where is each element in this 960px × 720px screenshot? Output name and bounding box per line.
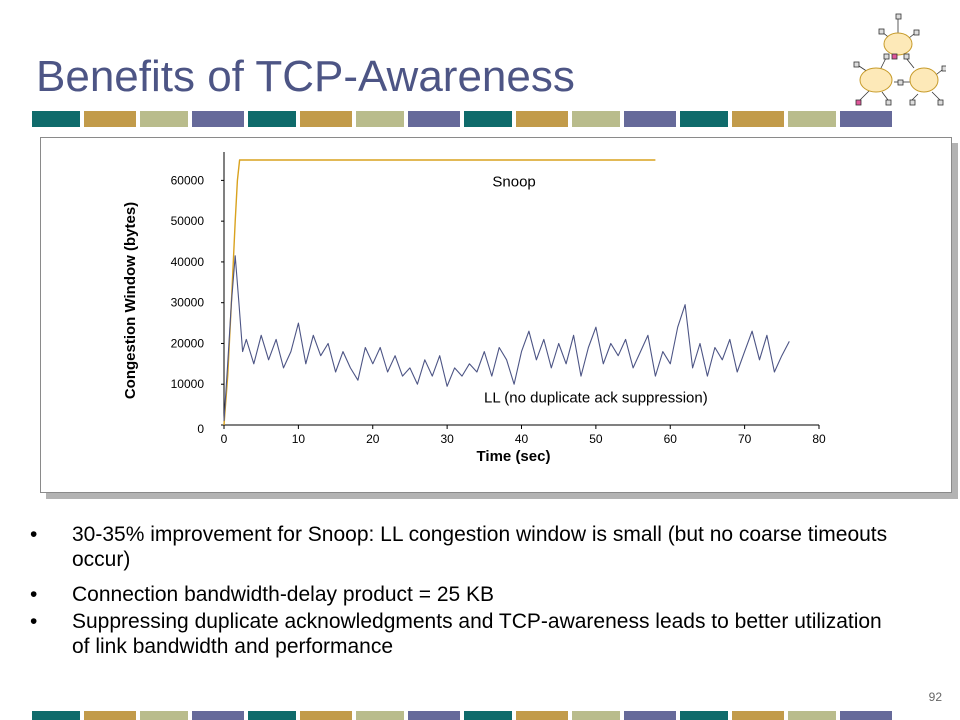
stripe-segment <box>84 711 136 720</box>
bullet-item: • 30-35% improvement for Snoop: LL conge… <box>30 522 890 572</box>
network-logo-icon <box>853 13 946 106</box>
bullet-glyph: • <box>30 610 38 633</box>
stripe-segment <box>248 111 296 127</box>
decorative-stripe-bottom <box>32 711 920 720</box>
stripe-segment <box>140 111 188 127</box>
stripe-segment <box>624 111 676 127</box>
ll-series-line <box>223 255 790 421</box>
stripe-segment <box>464 711 512 720</box>
bullet-text: 30-35% improvement for Snoop: LL congest… <box>72 523 888 571</box>
y-tick-label: 20000 <box>171 336 205 350</box>
y-tick-label: 40000 <box>171 255 205 269</box>
y-tick-label: 30000 <box>171 296 205 310</box>
stripe-segment <box>732 711 784 720</box>
stripe-segment <box>408 111 460 127</box>
bullet-item: • Connection bandwidth-delay product = 2… <box>30 582 890 607</box>
series-annotation: Snoop <box>492 174 535 191</box>
stripe-segment <box>192 711 244 720</box>
congestion-window-chart: 0 10 20 30 40 50 60 70 80 0 10000 20000 30000 40000 50… <box>122 152 826 465</box>
stripe-segment <box>356 111 404 127</box>
series-annotation: LL (no duplicate ack suppression) <box>484 390 708 407</box>
x-tick-label: 30 <box>440 432 454 446</box>
y-axis-title: Congestion Window (bytes) <box>122 202 139 399</box>
stripe-segment <box>300 711 352 720</box>
page-number: 92 <box>928 690 942 704</box>
stripe-segment <box>84 111 136 127</box>
y-tick-label: 60000 <box>171 173 205 187</box>
stripe-segment <box>248 711 296 720</box>
stripe-segment <box>516 711 568 720</box>
bullet-text: Connection bandwidth-delay product = 25 … <box>72 583 495 606</box>
stripe-segment <box>624 711 676 720</box>
stripe-segment <box>680 111 728 127</box>
x-tick-label: 20 <box>366 432 380 446</box>
y-tick-label: 0 <box>197 422 204 436</box>
bullet-glyph: • <box>30 583 38 606</box>
x-tick-label: 10 <box>292 432 306 446</box>
bullet-text: Suppressing duplicate acknowledgments an… <box>72 610 882 658</box>
chart-frame: 0 10 20 30 40 50 60 70 80 0 10000 20000 30000 40000 50… <box>40 137 952 493</box>
stripe-segment <box>32 111 80 127</box>
x-tick-label: 50 <box>589 432 603 446</box>
stripe-segment <box>840 711 892 720</box>
stripe-segment <box>408 711 460 720</box>
stripe-segment <box>516 111 568 127</box>
slide-title: Benefits of TCP-Awareness <box>36 52 575 101</box>
stripe-segment <box>32 711 80 720</box>
stripe-segment <box>572 111 620 127</box>
x-tick-label: 0 <box>221 432 228 446</box>
bullet-list: • 30-35% improvement for Snoop: LL conge… <box>30 522 890 669</box>
y-tick-label: 50000 <box>171 214 205 228</box>
bullet-item: • Suppressing duplicate acknowledgments … <box>30 609 890 659</box>
stripe-segment <box>680 711 728 720</box>
stripe-segment <box>840 111 892 127</box>
y-tick-label: 10000 <box>171 377 205 391</box>
x-tick-label: 70 <box>738 432 752 446</box>
stripe-segment <box>788 111 836 127</box>
stripe-segment <box>192 111 244 127</box>
x-tick-label: 60 <box>664 432 678 446</box>
x-axis-title: Time (sec) <box>477 448 551 465</box>
stripe-segment <box>464 111 512 127</box>
stripe-segment <box>140 711 188 720</box>
stripe-segment <box>572 711 620 720</box>
x-tick-label: 40 <box>515 432 529 446</box>
bullet-glyph: • <box>30 523 38 546</box>
stripe-segment <box>300 111 352 127</box>
decorative-stripe-top <box>32 111 920 127</box>
snoop-series-line <box>223 159 656 426</box>
stripe-segment <box>356 711 404 720</box>
stripe-segment <box>732 111 784 127</box>
x-tick-label: 80 <box>812 432 826 446</box>
stripe-segment <box>788 711 836 720</box>
